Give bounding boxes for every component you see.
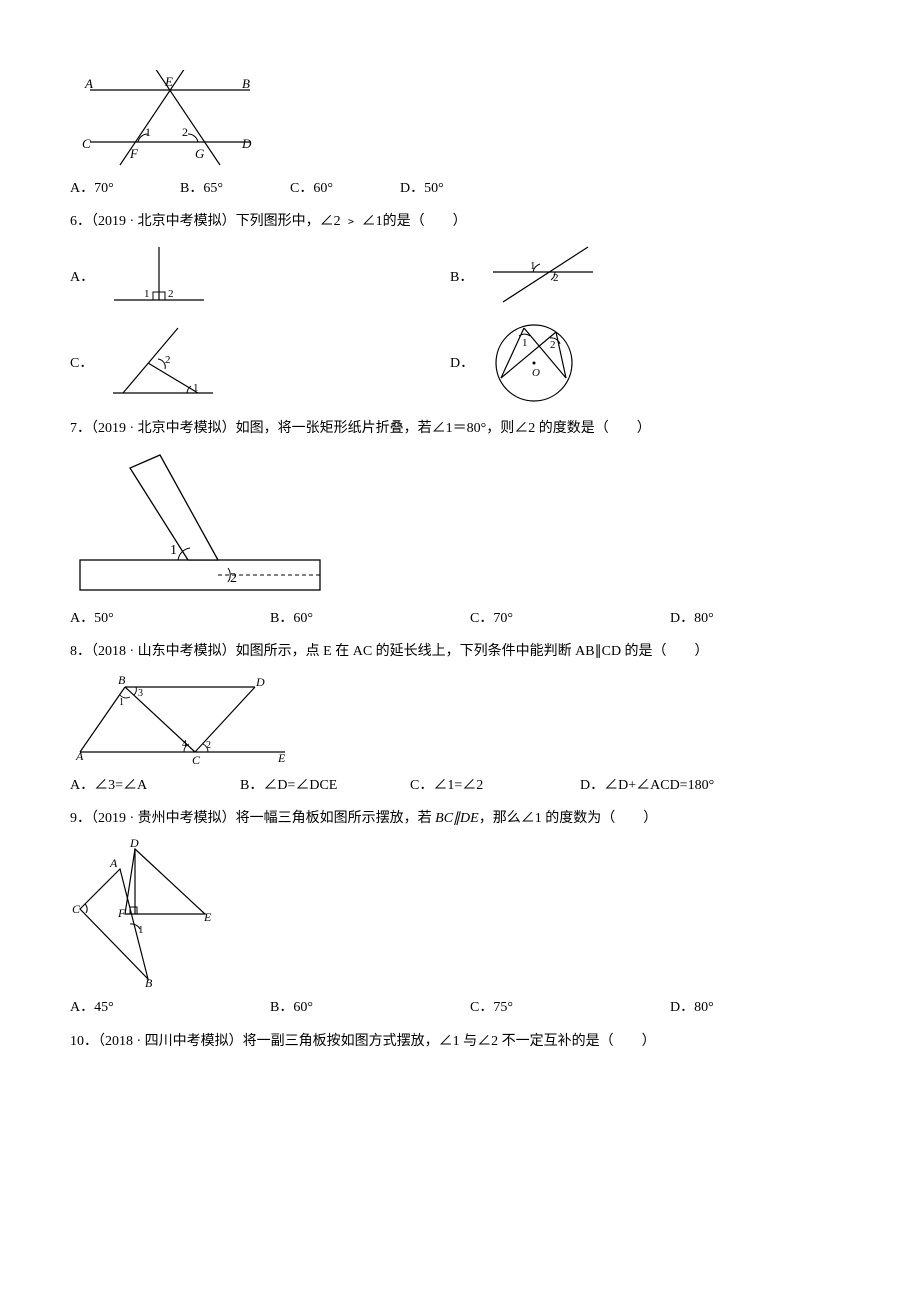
- q7-opt-b[interactable]: B．60°: [270, 606, 470, 631]
- q5-opt-d[interactable]: D．50°: [400, 176, 510, 201]
- svg-text:1: 1: [530, 260, 536, 272]
- svg-text:4: 4: [182, 739, 187, 750]
- svg-text:B: B: [118, 673, 126, 687]
- svg-text:C: C: [72, 902, 81, 916]
- svg-text:A: A: [109, 856, 118, 870]
- q9-opt-d[interactable]: D．80°: [670, 995, 870, 1020]
- svg-text:1: 1: [138, 924, 144, 936]
- q5-opt-c[interactable]: C．60°: [290, 176, 400, 201]
- svg-text:O: O: [532, 367, 540, 379]
- svg-text:C: C: [192, 753, 201, 767]
- q6-optD-label[interactable]: D．: [450, 351, 474, 376]
- svg-text:A: A: [75, 749, 84, 763]
- svg-text:E: E: [203, 910, 212, 924]
- svg-text:E: E: [277, 751, 286, 765]
- svg-text:2: 2: [165, 354, 171, 366]
- q6-diagD: 1 2 O: [484, 318, 584, 408]
- q10-text: 10．（2018 · 四川中考模拟）将一副三角板按如图方式摆放，∠1 与∠2 不…: [70, 1029, 850, 1054]
- q5-options: A．70° B．65° C．60° D．50°: [70, 176, 850, 201]
- label-A: A: [84, 76, 93, 91]
- svg-text:1: 1: [170, 543, 177, 558]
- q6-diagA: 1 2: [104, 242, 214, 312]
- svg-text:D: D: [255, 675, 265, 689]
- label-D: D: [241, 136, 252, 151]
- q6-text: 6．（2019 · 北京中考模拟）下列图形中，∠2 ﹥ ∠1的是（ ）: [70, 209, 850, 234]
- q8-options: A．∠3=∠A B．∠D=∠DCE C．∠1=∠2 D．∠D+∠ACD=180°: [70, 773, 850, 798]
- q8-opt-d[interactable]: D．∠D+∠ACD=180°: [580, 773, 714, 798]
- q7-text: 7．（2019 · 北京中考模拟）如图，将一张矩形纸片折叠，若∠1＝80°，则∠…: [70, 416, 850, 441]
- q9-suffix: ，那么∠1 的度数为（ ）: [479, 811, 658, 826]
- q7-opt-c[interactable]: C．70°: [470, 606, 670, 631]
- svg-text:2: 2: [230, 571, 237, 586]
- q7-opt-d[interactable]: D．80°: [670, 606, 870, 631]
- q5-opt-b[interactable]: B．65°: [180, 176, 290, 201]
- svg-text:2: 2: [553, 272, 559, 284]
- label-F: F: [129, 146, 139, 161]
- label-C: C: [82, 136, 91, 151]
- svg-text:B: B: [145, 976, 153, 989]
- label-E: E: [164, 74, 173, 89]
- q5-opt-a[interactable]: A．70°: [70, 176, 180, 201]
- q6-optA-label[interactable]: A．: [70, 265, 94, 290]
- svg-text:3: 3: [138, 688, 143, 699]
- q9-options: A．45° B．60° C．75° D．80°: [70, 995, 850, 1020]
- label-B: B: [242, 76, 250, 91]
- angle-1: 1: [145, 125, 151, 139]
- q8-opt-a[interactable]: A．∠3=∠A: [70, 773, 240, 798]
- q7-options: A．50° B．60° C．70° D．80°: [70, 606, 850, 631]
- q9-opt-a[interactable]: A．45°: [70, 995, 270, 1020]
- q9-prefix: 9．（2019 · 贵州中考模拟）将一幅三角板如图所示摆放，若: [70, 811, 435, 826]
- q9-opt-b[interactable]: B．60°: [270, 995, 470, 1020]
- svg-text:2: 2: [550, 339, 556, 351]
- q6-diagB: 1 2: [483, 242, 603, 312]
- svg-text:F: F: [117, 906, 126, 920]
- svg-text:D: D: [129, 839, 139, 850]
- q9-text: 9．（2019 · 贵州中考模拟）将一幅三角板如图所示摆放，若 BC∥DE，那么…: [70, 806, 850, 831]
- svg-text:2: 2: [168, 288, 174, 300]
- q9-opt-c[interactable]: C．75°: [470, 995, 670, 1020]
- svg-text:1: 1: [119, 697, 124, 708]
- q9-diagram: D A C F E B 1: [70, 839, 850, 989]
- svg-text:1: 1: [144, 288, 150, 300]
- svg-text:1: 1: [193, 382, 199, 394]
- q7-opt-a[interactable]: A．50°: [70, 606, 270, 631]
- q6-optC-label[interactable]: C．: [70, 351, 93, 376]
- svg-text:2: 2: [206, 740, 211, 751]
- svg-text:1: 1: [522, 337, 528, 349]
- q6-diagC: 2 1: [103, 323, 223, 403]
- q8-opt-c[interactable]: C．∠1=∠2: [410, 773, 580, 798]
- q8-diagram: A B C D E 1 3 2 4: [70, 672, 850, 767]
- q6-optB-label[interactable]: B．: [450, 265, 473, 290]
- q8-opt-b[interactable]: B．∠D=∠DCE: [240, 773, 410, 798]
- q7-diagram: 1 2: [70, 450, 850, 600]
- angle-2: 2: [182, 125, 188, 139]
- q9-italic: BC∥DE: [435, 811, 479, 826]
- label-G: G: [195, 146, 205, 161]
- q8-text: 8．（2018 · 山东中考模拟）如图所示，点 E 在 AC 的延长线上，下列条…: [70, 639, 850, 664]
- q5-diagram: A E B C D F G 1 2: [70, 70, 850, 170]
